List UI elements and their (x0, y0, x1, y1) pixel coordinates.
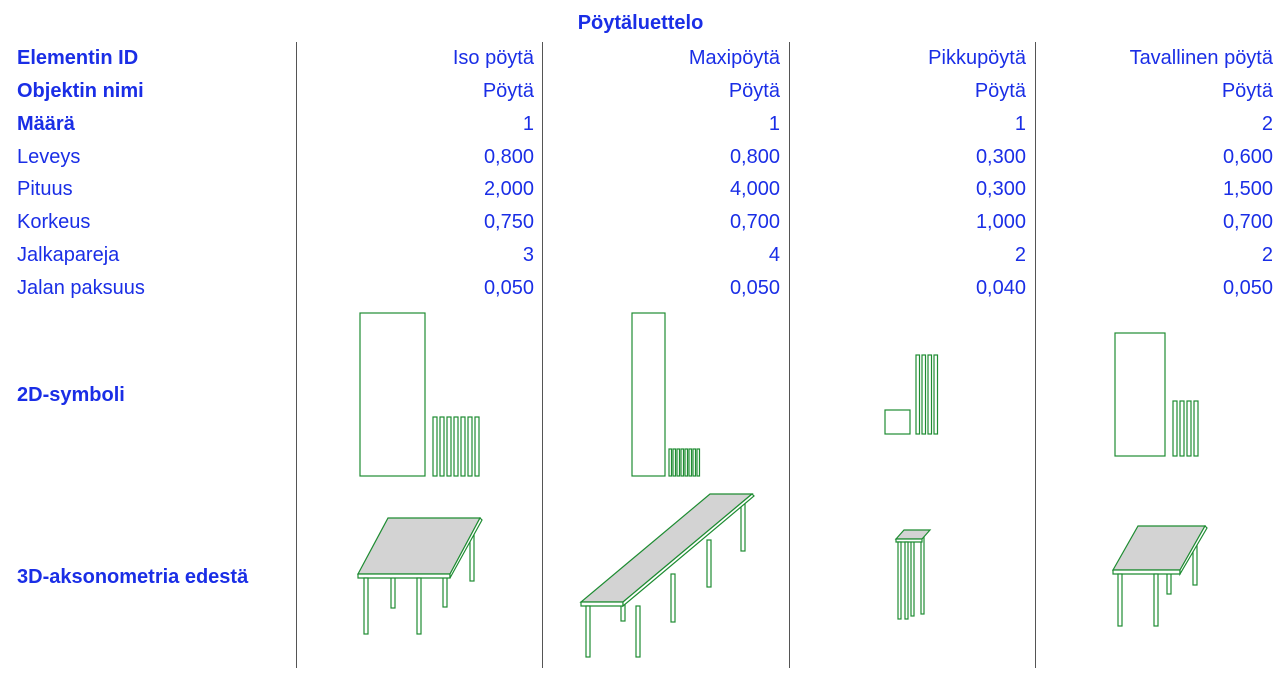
table-cell: 0,800 (729, 146, 780, 168)
symbol-2d-iso-poyta (359, 312, 480, 477)
axon-3d-tavallinen-poyta (1111, 525, 1208, 627)
row-label: Pituus (17, 178, 73, 200)
row-label: Korkeus (17, 211, 91, 233)
table-cell: 3 (522, 244, 534, 266)
column-divider (1035, 42, 1036, 668)
row-label: Elementin ID (17, 47, 139, 69)
table-cell: 1 (768, 113, 780, 135)
row-label: Määrä (17, 113, 75, 135)
row-label: Jalkapareja (17, 244, 120, 266)
row-label: Jalan paksuus (17, 277, 145, 299)
table-cell: 1 (522, 113, 534, 135)
table-cell: 4 (768, 244, 780, 266)
table-cell: 0,300 (975, 146, 1026, 168)
column-divider (789, 42, 790, 668)
table-cell: Iso pöytä (452, 47, 534, 69)
table-cell: Pöytä (1221, 80, 1273, 102)
table-cell: 1 (1014, 113, 1026, 135)
axon-3d-iso-poyta (356, 517, 483, 635)
table-cell: 0,040 (975, 277, 1026, 299)
table-cell: Maxipöytä (688, 47, 780, 69)
table-cell: Tavallinen pöytä (1129, 47, 1273, 69)
table-cell: 4,000 (729, 178, 780, 200)
table-cell: 0,050 (483, 277, 534, 299)
table-cell: 1,500 (1222, 178, 1273, 200)
table-cell: 0,750 (483, 211, 534, 233)
table-cell: 2 (1261, 113, 1273, 135)
column-divider (542, 42, 543, 668)
column-divider (296, 42, 297, 668)
table-cell: 0,600 (1222, 146, 1273, 168)
table-cell: 0,800 (483, 146, 534, 168)
table-cell: 0,700 (729, 211, 780, 233)
row-label: Objektin nimi (17, 80, 144, 102)
table-cell: 0,050 (729, 277, 780, 299)
table-cell: 0,700 (1222, 211, 1273, 233)
table-cell: 1,000 (975, 211, 1026, 233)
table-cell: 0,300 (975, 178, 1026, 200)
table-cell: 0,050 (1222, 277, 1273, 299)
symbol-2d-tavallinen-poyta (1114, 332, 1199, 457)
axon-3d-maxipoyta (579, 493, 755, 658)
schedule-title: Pöytäluettelo (577, 12, 704, 34)
table-cell: 2 (1261, 244, 1273, 266)
table-cell: Pikkupöytä (928, 47, 1026, 69)
row-label-2d-symbol: 2D-symboli (17, 384, 125, 406)
table-cell: 2,000 (483, 178, 534, 200)
table-cell: Pöytä (728, 80, 780, 102)
row-label-3d-axonometry: 3D-aksonometria edestä (17, 566, 249, 588)
table-cell: Pöytä (482, 80, 534, 102)
symbol-2d-maxipoyta (631, 312, 701, 477)
table-cell: 2 (1014, 244, 1026, 266)
symbol-2d-pikkupoyta (884, 354, 939, 435)
table-cell: Pöytä (974, 80, 1026, 102)
axon-3d-pikkupoyta (894, 529, 932, 620)
row-label: Leveys (17, 146, 81, 168)
